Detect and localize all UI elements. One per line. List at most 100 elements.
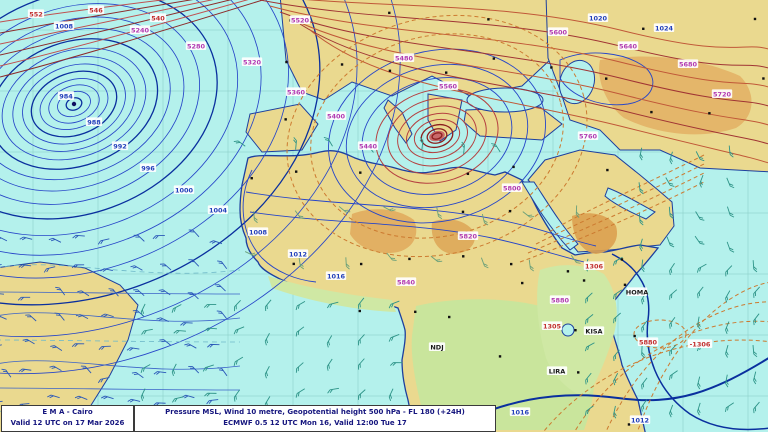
dashed-contours xyxy=(286,14,768,432)
contour-label: 5560 xyxy=(439,83,458,91)
label-box xyxy=(53,21,75,30)
contour-label: 540 xyxy=(151,15,165,23)
label-box xyxy=(149,13,167,22)
contour-label: 1012 xyxy=(631,417,649,425)
contour-label: 5800 xyxy=(503,185,522,193)
contour-label: 1012 xyxy=(289,251,307,259)
city-label: HOMA xyxy=(626,289,648,297)
vegetation-west-africa xyxy=(268,276,396,312)
city-label: LIRA xyxy=(549,368,566,376)
label-box xyxy=(428,342,446,351)
contour-label: 1000 xyxy=(175,187,194,195)
label-box xyxy=(27,9,45,18)
label-box xyxy=(87,5,105,15)
station-dots xyxy=(250,11,765,426)
label-box xyxy=(501,183,523,192)
contour-label: 5280 xyxy=(187,43,206,51)
label-box xyxy=(357,141,379,150)
contour-label: 5680 xyxy=(679,61,698,69)
label-box xyxy=(711,89,733,98)
label-box xyxy=(207,205,229,214)
label-box xyxy=(541,321,563,330)
contour-label: 992 xyxy=(113,143,127,151)
contour-label: 5760 xyxy=(579,133,598,141)
contour-label: 1016 xyxy=(327,273,346,281)
label-box xyxy=(241,57,263,66)
wind-barbs xyxy=(0,136,760,419)
label-box xyxy=(111,141,129,150)
label-box xyxy=(247,227,269,236)
contour-label: 5440 xyxy=(359,143,378,151)
label-box xyxy=(437,81,459,90)
label-box xyxy=(583,326,605,335)
label-box xyxy=(637,337,659,346)
contour-label: -1306 xyxy=(690,341,711,349)
label-box xyxy=(285,87,307,96)
contour-label: 5520 xyxy=(291,17,310,25)
label-box xyxy=(583,261,605,270)
contour-label: 5320 xyxy=(243,59,262,67)
label-box xyxy=(457,231,479,240)
height-contours-500hpa xyxy=(0,0,768,184)
contour-label: 5240 xyxy=(131,27,150,35)
label-box xyxy=(617,41,639,50)
contour-label: 1305 xyxy=(543,323,562,331)
label-box xyxy=(393,53,415,62)
label-box xyxy=(653,23,675,32)
persian-gulf xyxy=(604,187,656,220)
contour-label: 5640 xyxy=(619,43,638,51)
contour-label: 1020 xyxy=(589,15,608,23)
label-box xyxy=(325,111,347,120)
issuer-name: E M A - Cairo xyxy=(42,408,93,416)
label-box xyxy=(395,277,417,286)
lake-victoria xyxy=(561,323,575,337)
city-label: NDJ xyxy=(430,344,443,352)
contour-label: 552 xyxy=(29,11,43,19)
label-box xyxy=(129,25,151,34)
label-box xyxy=(677,59,699,68)
label-box xyxy=(626,287,648,296)
contour-label: 1008 xyxy=(55,23,74,31)
contour-label: 5880 xyxy=(639,339,658,347)
contour-label: 988 xyxy=(87,119,101,127)
contour-label: 5720 xyxy=(713,91,732,99)
contour-labels: 5240 5280 5320 5360 5400 5440 5480 5520 5560 5600… xyxy=(27,5,733,425)
highland-ethiopia xyxy=(572,213,618,254)
issuer-box: E M A - Cairo Valid 12 UTC on 17 Mar 202… xyxy=(1,405,134,432)
label-box xyxy=(587,13,609,22)
contour-label: 5820 xyxy=(459,233,478,241)
label-box xyxy=(57,91,75,100)
label-box xyxy=(173,185,195,194)
contour-label: 996 xyxy=(141,165,155,173)
highland-tibesti xyxy=(431,219,475,254)
label-box xyxy=(139,163,157,172)
contour-label: 5880 xyxy=(551,297,570,305)
label-box xyxy=(509,407,531,416)
label-box xyxy=(687,339,713,348)
label-box xyxy=(549,295,571,304)
label-box xyxy=(546,366,568,375)
contour-label: 1024 xyxy=(655,25,674,33)
contour-label: 984 xyxy=(59,93,73,101)
red-sea xyxy=(521,181,579,251)
contour-label: 5480 xyxy=(395,55,414,63)
land-iberia xyxy=(245,103,319,153)
chart-run-info: ECMWF 0.5 12 UTC Mon 16, Valid 12:00 Tue… xyxy=(223,418,407,427)
caspian-sea xyxy=(558,59,596,105)
issuer-valid-time: Valid 12 UTC on 17 Mar 2026 xyxy=(10,418,125,427)
contour-label: 5600 xyxy=(549,29,568,37)
label-box xyxy=(547,27,569,36)
contour-label: 546 xyxy=(89,7,103,15)
contour-label: 1008 xyxy=(249,229,268,237)
highland-hoggar xyxy=(350,209,417,254)
label-box xyxy=(629,415,651,424)
contour-label: 5840 xyxy=(397,279,416,287)
contour-label: 5360 xyxy=(287,89,306,97)
contour-label: 5400 xyxy=(327,113,346,121)
label-box xyxy=(325,271,347,280)
label-box xyxy=(289,15,311,24)
label-box xyxy=(185,41,207,50)
